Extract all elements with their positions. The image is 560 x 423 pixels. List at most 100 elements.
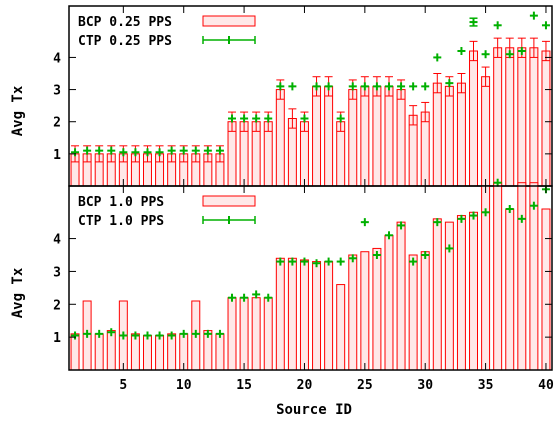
bar	[348, 89, 358, 187]
legend-bar-swatch	[202, 15, 256, 27]
data-point	[119, 331, 128, 340]
bar	[143, 335, 152, 371]
data-point	[240, 293, 249, 302]
bar	[215, 333, 225, 371]
bar	[372, 247, 382, 371]
bar	[541, 50, 551, 187]
bar	[324, 261, 334, 371]
bar	[360, 85, 370, 187]
bar	[227, 297, 237, 371]
point-series	[71, 11, 550, 157]
data-point	[71, 148, 80, 157]
data-point	[372, 251, 381, 259]
bar	[396, 221, 406, 371]
data-point	[215, 146, 224, 155]
bar-series	[70, 37, 551, 187]
y-tick-label: 3	[53, 84, 61, 99]
data-point	[517, 214, 526, 223]
data-point	[276, 257, 285, 266]
data-point	[95, 329, 104, 338]
x-tick-label: 10	[176, 378, 192, 393]
bar	[529, 47, 539, 187]
data-point	[143, 148, 152, 157]
data-point	[529, 201, 538, 210]
bar	[408, 114, 418, 187]
data-point	[409, 257, 418, 266]
legend-point-swatch	[202, 216, 256, 224]
bar	[517, 47, 527, 187]
legend-label: CTP 1.0 PPS	[78, 214, 164, 229]
legend-label: BCP 0.25 PPS	[78, 15, 172, 30]
x-tick-label: 20	[297, 378, 313, 393]
bar	[420, 251, 430, 371]
x-tick-label: 15	[236, 378, 252, 393]
data-point	[372, 82, 381, 91]
data-point	[107, 146, 116, 155]
data-point	[529, 11, 538, 20]
bar-error-bar	[529, 37, 538, 58]
data-point	[155, 331, 164, 340]
x-axis-title: Source ID	[276, 402, 352, 418]
bar	[432, 82, 442, 187]
data-point	[421, 82, 430, 91]
y-tick-label: 1	[53, 148, 61, 163]
data-point	[517, 47, 526, 55]
data-point	[324, 257, 333, 266]
data-point	[240, 114, 249, 123]
data-point	[228, 293, 237, 302]
data-point	[433, 53, 442, 62]
data-point	[312, 259, 321, 268]
data-point	[252, 114, 261, 123]
data-point	[324, 82, 333, 91]
bar	[456, 82, 466, 187]
data-point	[143, 331, 152, 340]
bar-error-bar	[409, 105, 418, 126]
bar	[529, 182, 539, 371]
data-point	[191, 146, 200, 155]
bar	[324, 85, 334, 187]
data-point	[264, 114, 273, 123]
bar	[275, 257, 285, 371]
y-axis-title: Avg Tx	[10, 267, 26, 318]
data-point	[300, 257, 309, 266]
bar	[469, 50, 478, 187]
bar	[444, 85, 454, 187]
data-point	[457, 47, 466, 55]
data-point	[384, 82, 393, 91]
data-point	[457, 214, 466, 223]
bar	[263, 297, 273, 371]
data-point	[119, 148, 128, 157]
bar	[408, 254, 418, 371]
data-point	[179, 329, 188, 338]
data-point	[264, 293, 273, 302]
bar	[372, 85, 382, 187]
data-point	[481, 208, 490, 217]
data-point	[505, 205, 514, 213]
y-tick-label: 1	[53, 331, 61, 346]
bar	[493, 182, 503, 371]
data-point	[445, 79, 454, 88]
bar-error-bar	[493, 37, 502, 58]
legend-label: CTP 0.25 PPS	[78, 34, 172, 49]
data-point	[384, 231, 393, 240]
data-point	[167, 146, 176, 155]
y-tick-label: 3	[53, 265, 61, 280]
data-point	[469, 18, 478, 27]
y-tick-label: 2	[53, 116, 61, 131]
data-point	[131, 331, 140, 340]
panel-top: 1 2 3 4 Avg Tx BCP 0.25 PPS CTP 0.25 PPS	[10, 5, 553, 187]
bar	[299, 259, 309, 371]
data-point	[421, 251, 430, 259]
data-point	[228, 114, 237, 123]
data-point	[360, 82, 369, 91]
x-tick-label: 35	[478, 378, 494, 393]
bar-error-bar	[481, 66, 490, 87]
data-point	[397, 82, 406, 91]
bar	[432, 218, 442, 371]
data-point	[95, 146, 104, 155]
data-point	[83, 329, 92, 338]
legend-label: BCP 1.0 PPS	[78, 195, 164, 210]
legend: BCP 1.0 PPS CTP 1.0 PPS	[78, 195, 256, 229]
bar	[336, 284, 346, 371]
